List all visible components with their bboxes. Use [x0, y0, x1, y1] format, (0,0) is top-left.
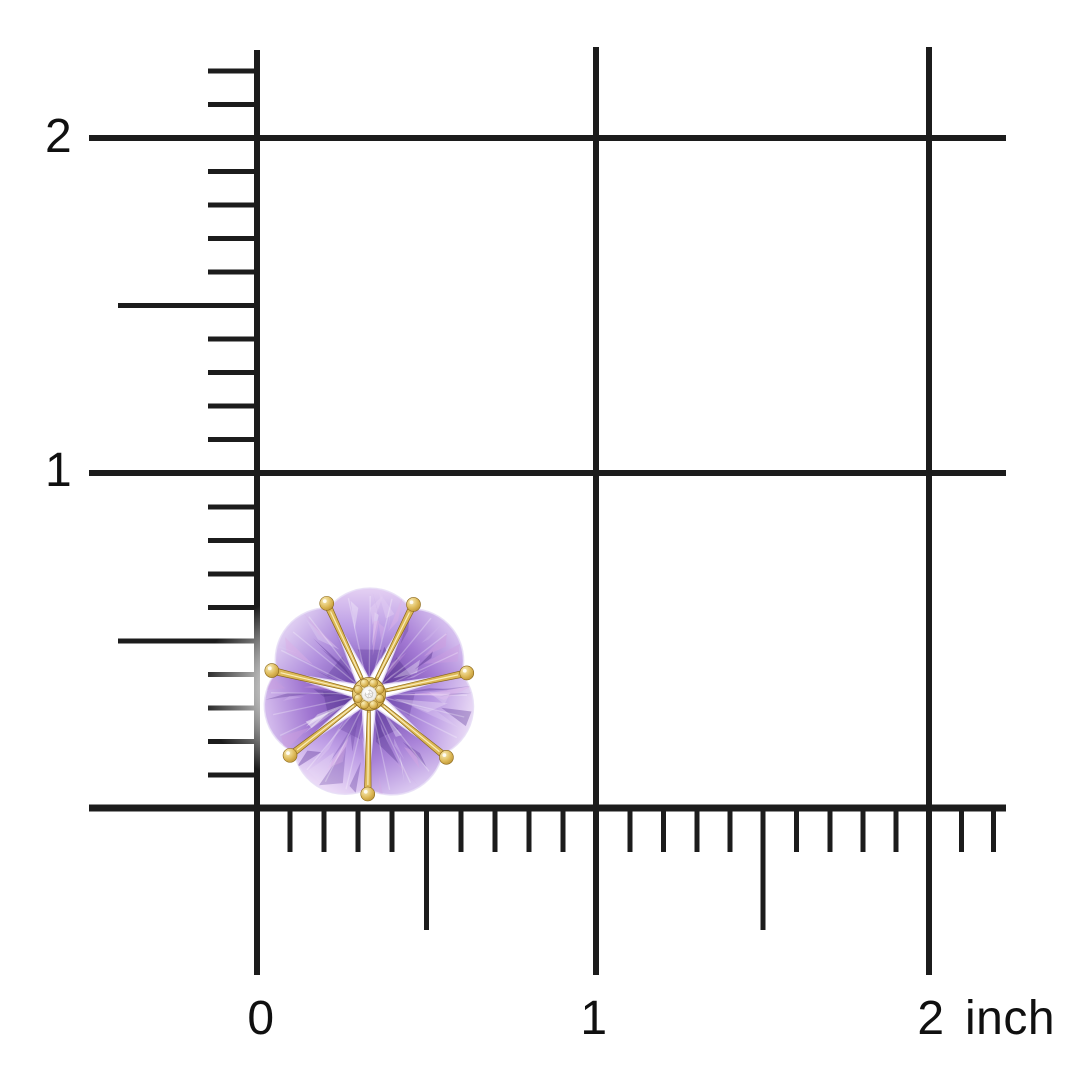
y-axis-label-2: 2 — [45, 110, 73, 163]
x-axis-label-2: 2 — [917, 992, 945, 1045]
x-axis-label-0: 0 — [247, 992, 275, 1045]
inch-ruler-grid — [89, 47, 1006, 975]
unit-label: inch — [965, 992, 1056, 1045]
amethyst-flower-stud — [199, 580, 539, 802]
y-axis-label-1: 1 — [45, 444, 73, 497]
x-axis-label-1: 1 — [580, 992, 608, 1045]
